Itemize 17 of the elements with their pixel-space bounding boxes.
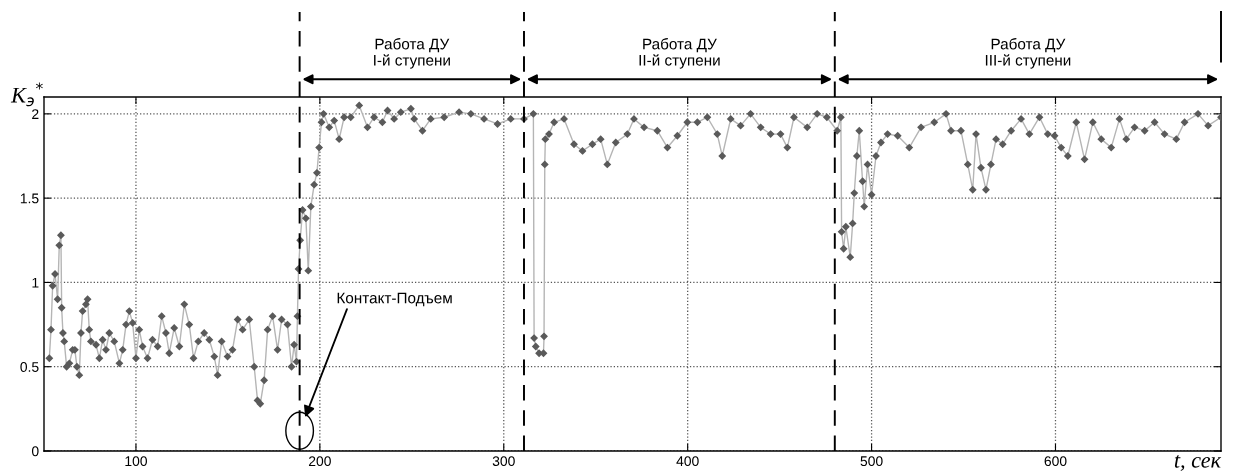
y-tick-label: 0.5 (20, 362, 39, 372)
y-tick-label: 1 (32, 277, 39, 288)
y-tick-label: 0 (31, 446, 39, 457)
text: Работа ДУ III-й ступени (985, 38, 1071, 69)
annotation: Контакт-Подъем (337, 292, 452, 307)
y-tick-label: 2 (32, 109, 39, 119)
x-tick-label: 100 (125, 456, 147, 467)
y-axis-title: K$_{э}$$^{*}$ (10, 82, 43, 107)
text: Работа ДУ I-й ступени (374, 38, 450, 69)
x-tick-label: 300 (492, 456, 515, 467)
x-tick-label: 600 (1044, 456, 1067, 467)
text: Работа ДУ II-й ступени (639, 38, 720, 69)
x-tick-label: 400 (676, 456, 699, 467)
x-axis-title: t, сек (1174, 455, 1222, 471)
x-tick-label: 500 (860, 456, 883, 467)
x-tick-label: 200 (308, 456, 331, 467)
y-tick-label: 1.5 (20, 193, 39, 204)
